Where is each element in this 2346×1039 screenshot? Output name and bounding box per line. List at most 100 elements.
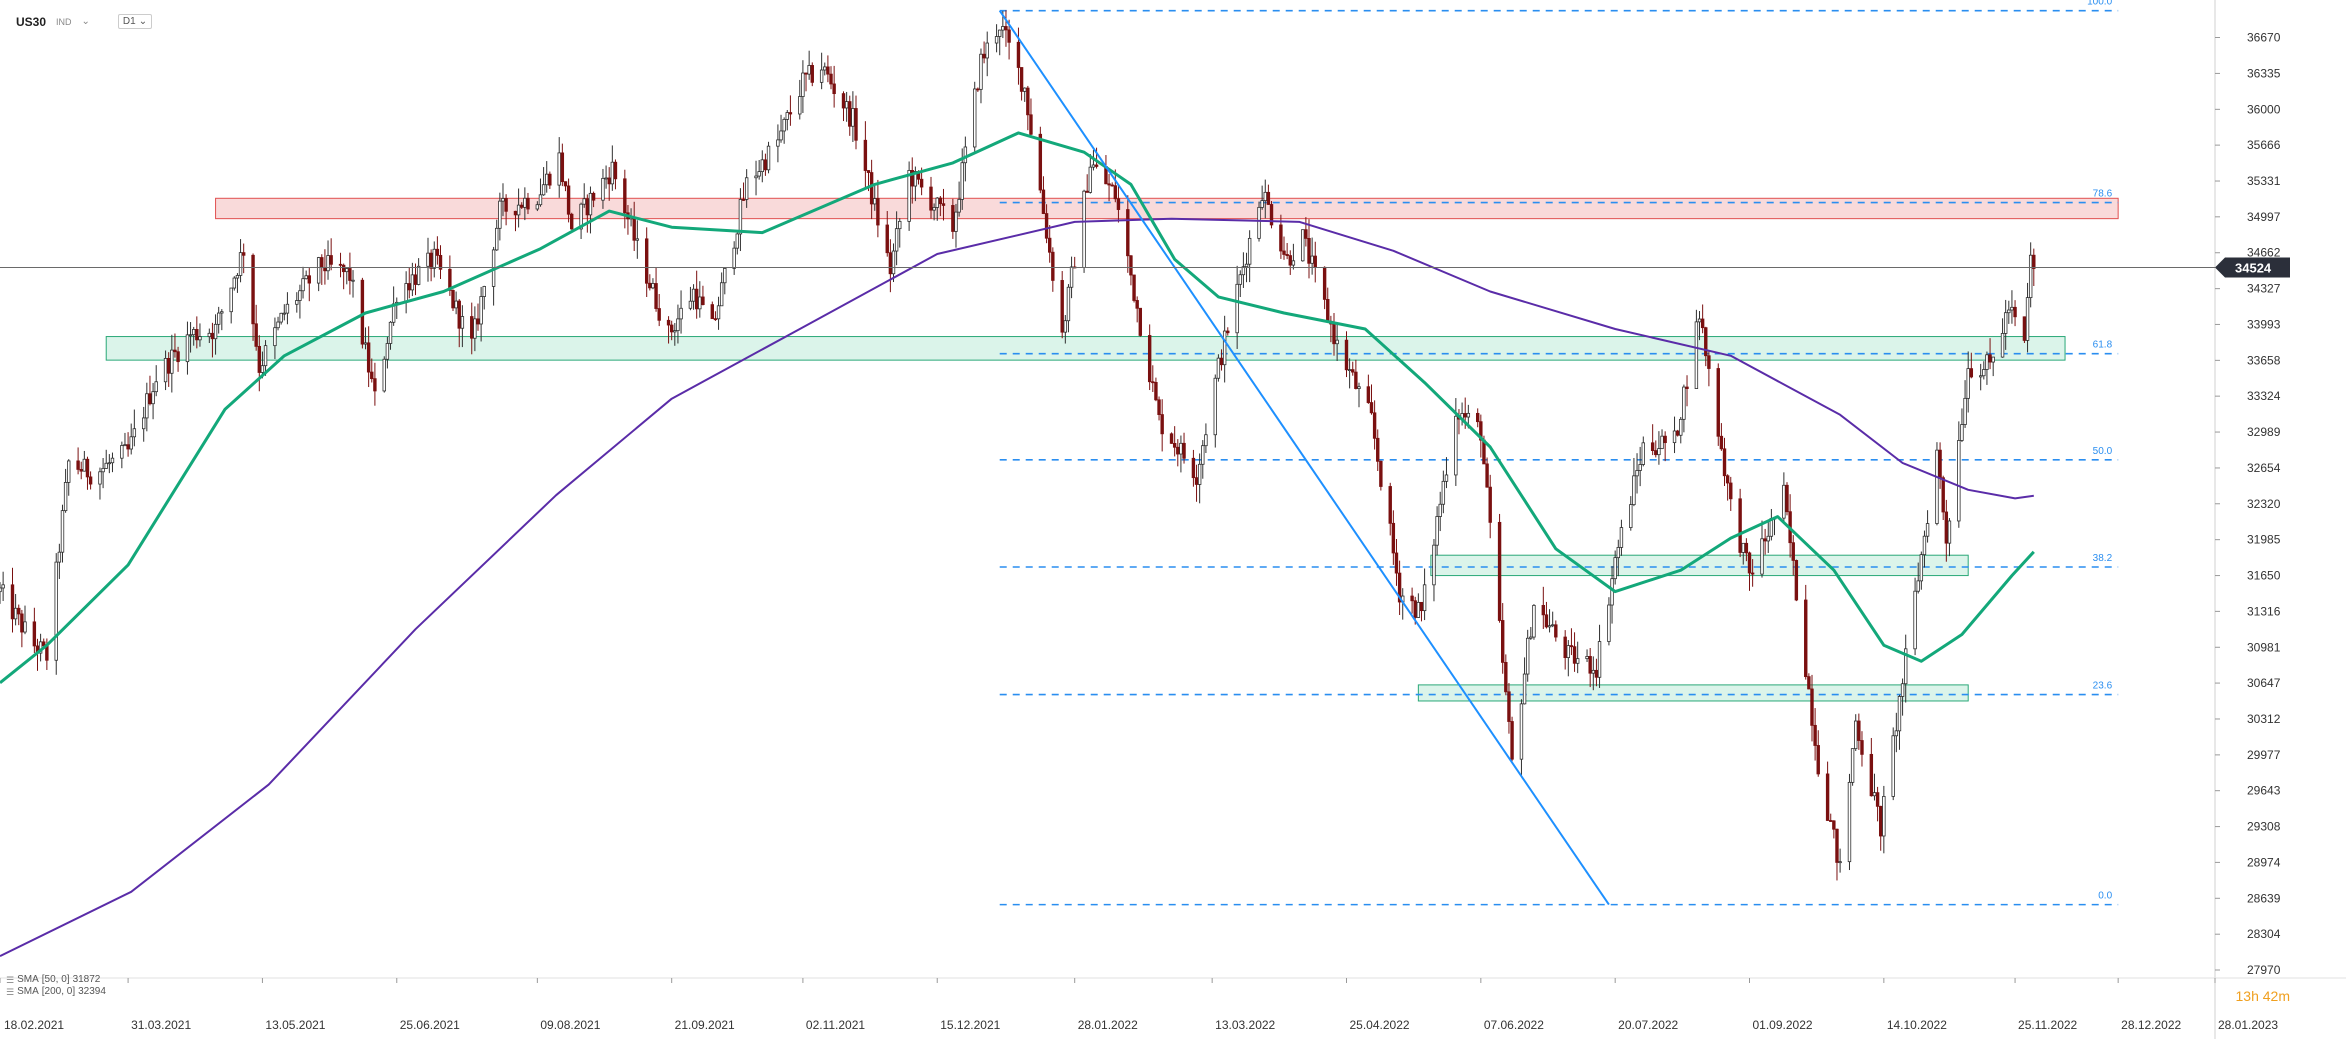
legend-sma200[interactable]: ☰ SMA [200, 0] 32394: [6, 986, 106, 998]
candle-body: [263, 345, 268, 367]
candle: [1935, 442, 1939, 526]
candle-body: [1957, 440, 1961, 522]
candle: [1354, 359, 1358, 390]
candle-body: [1238, 274, 1242, 285]
candle-body: [1026, 87, 1030, 116]
candle-body: [985, 42, 989, 59]
candle-body: [216, 312, 221, 325]
candle: [651, 278, 655, 290]
candle: [1725, 474, 1730, 501]
candle-body: [1810, 688, 1814, 726]
candle: [98, 467, 102, 500]
indicator-settings-icon[interactable]: ☰: [6, 987, 15, 997]
candle-body: [1038, 133, 1043, 191]
candle: [145, 382, 149, 432]
timeframe-select[interactable]: D1 ⌄: [117, 14, 153, 29]
candle-body: [1944, 511, 1949, 544]
symbol-label[interactable]: US30: [16, 14, 47, 29]
candle: [973, 81, 977, 152]
candle-body: [563, 181, 568, 187]
candle-body: [654, 283, 658, 309]
candle-body: [776, 139, 780, 147]
candle: [407, 267, 411, 299]
candle-body: [1738, 498, 1742, 553]
candle: [1, 571, 5, 601]
candle: [691, 284, 696, 310]
candle-body: [1226, 330, 1230, 334]
candle: [1879, 805, 1883, 851]
candle-body: [1988, 354, 1992, 363]
candle: [1235, 265, 1239, 349]
candle: [195, 316, 199, 349]
candle: [1750, 559, 1755, 587]
symbol-dropdown-chevron-icon[interactable]: ⌄: [81, 16, 90, 27]
fib-level-label: 23.6: [2093, 681, 2113, 692]
candle: [351, 270, 355, 298]
candle: [1810, 674, 1814, 742]
candle: [1729, 476, 1733, 511]
candle: [754, 160, 758, 196]
candle: [470, 302, 474, 355]
candle: [1825, 761, 1830, 821]
candle: [20, 609, 24, 648]
y-tick-label: 29977: [2247, 748, 2281, 762]
candle: [426, 237, 430, 282]
candle: [801, 60, 805, 114]
candle: [1832, 820, 1836, 839]
candle-body: [1135, 300, 1139, 309]
candle: [1566, 640, 1571, 677]
countdown-hours: 13h: [2235, 988, 2259, 1004]
candle-body: [1354, 371, 1358, 389]
candle-body: [785, 112, 789, 120]
candle: [1663, 431, 1667, 462]
candle-body: [1488, 486, 1492, 523]
candle-body: [929, 186, 933, 211]
candle: [1919, 551, 1924, 590]
y-tick-label: 29308: [2247, 820, 2281, 834]
candle: [457, 299, 461, 348]
candle: [1179, 435, 1183, 473]
candle-body: [1719, 435, 1724, 450]
candle-body: [1829, 820, 1833, 822]
candle-body: [873, 198, 877, 205]
candle-body: [207, 332, 212, 338]
candle: [635, 220, 640, 259]
candle: [1532, 604, 1536, 640]
candle-body: [863, 139, 868, 171]
candle: [1310, 237, 1314, 275]
candle-body: [866, 170, 871, 173]
candle: [366, 326, 371, 388]
candle-body: [241, 252, 246, 256]
candle: [1369, 384, 1374, 415]
legend-sma50[interactable]: ☰ SMA [50, 0] 31872: [6, 974, 106, 986]
candle: [304, 270, 308, 280]
candle-body: [1288, 255, 1292, 266]
candle-body: [1838, 861, 1842, 864]
candle-body: [913, 171, 918, 187]
candle-body: [841, 93, 846, 109]
candle: [1419, 601, 1424, 622]
candle-body: [557, 152, 561, 186]
candle: [238, 239, 243, 283]
candle-body: [1179, 442, 1183, 455]
candle-body: [1051, 251, 1055, 281]
x-tick-label: 13.03.2022: [1215, 1018, 1275, 1032]
y-tick-label: 33658: [2247, 353, 2281, 367]
indicator-settings-icon[interactable]: ☰: [6, 975, 15, 985]
candle-body: [1504, 661, 1508, 693]
candle: [2007, 300, 2011, 324]
candle: [413, 263, 418, 296]
candle-body: [1507, 691, 1511, 722]
candle: [451, 289, 455, 312]
candle-body: [1332, 323, 1336, 345]
candle-body: [1566, 645, 1571, 659]
candle: [1326, 287, 1330, 323]
candle-body: [1435, 516, 1439, 546]
candle-body: [1607, 604, 1611, 642]
candle: [979, 48, 983, 104]
candle: [110, 452, 115, 473]
candle: [254, 304, 258, 351]
candle: [1944, 499, 1949, 562]
candle-body: [1588, 656, 1592, 674]
